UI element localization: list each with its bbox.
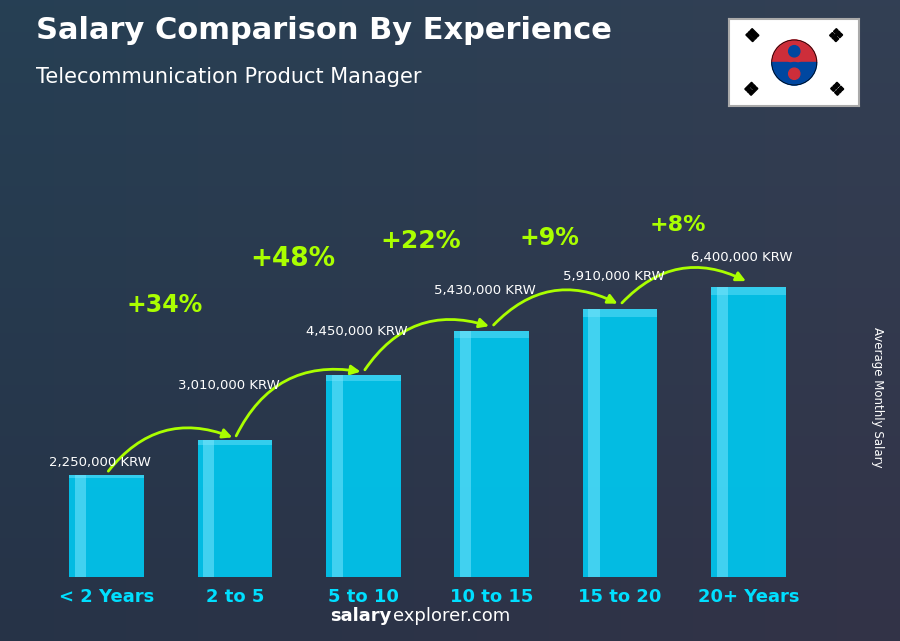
Bar <box>589 309 599 577</box>
Text: +8%: +8% <box>650 215 706 235</box>
Bar <box>711 287 786 577</box>
Wedge shape <box>772 62 816 85</box>
Bar <box>830 33 834 37</box>
Text: Telecommunication Product Manager: Telecommunication Product Manager <box>36 67 421 87</box>
Bar <box>833 85 838 89</box>
Bar <box>326 375 400 381</box>
Text: +22%: +22% <box>381 229 462 253</box>
Bar <box>838 33 842 38</box>
Bar <box>198 440 272 444</box>
Text: Salary Comparison By Experience: Salary Comparison By Experience <box>36 16 612 45</box>
Bar <box>69 475 144 577</box>
Bar <box>198 440 272 577</box>
Bar <box>839 86 843 90</box>
Bar <box>745 82 753 90</box>
Text: 4,450,000 KRW: 4,450,000 KRW <box>306 325 408 338</box>
Bar <box>748 31 757 39</box>
Bar <box>454 331 529 338</box>
Bar <box>332 375 343 577</box>
Bar <box>203 440 214 577</box>
Bar <box>833 29 838 33</box>
Bar <box>834 91 839 96</box>
Text: 5,430,000 KRW: 5,430,000 KRW <box>435 284 536 297</box>
Bar <box>835 82 840 87</box>
Text: explorer.com: explorer.com <box>393 607 510 625</box>
Circle shape <box>788 68 800 79</box>
Circle shape <box>783 40 806 62</box>
Text: salary: salary <box>330 607 392 625</box>
Text: 5,910,000 KRW: 5,910,000 KRW <box>562 270 664 283</box>
Text: 3,010,000 KRW: 3,010,000 KRW <box>177 379 279 392</box>
Bar <box>716 287 728 577</box>
Bar <box>747 88 752 93</box>
Circle shape <box>783 62 806 85</box>
Bar <box>583 309 657 317</box>
Text: 6,400,000 KRW: 6,400,000 KRW <box>691 251 793 265</box>
Bar <box>454 331 529 577</box>
Bar <box>751 85 755 89</box>
Text: +34%: +34% <box>126 293 202 317</box>
Bar <box>583 309 657 577</box>
Bar <box>832 31 841 39</box>
Bar <box>69 475 144 478</box>
Bar <box>75 475 86 577</box>
Bar <box>834 37 839 42</box>
Bar <box>751 29 759 37</box>
Bar <box>750 87 758 96</box>
Bar <box>746 33 754 42</box>
Circle shape <box>788 46 800 57</box>
Text: +9%: +9% <box>519 226 580 250</box>
Bar <box>326 375 400 577</box>
Text: 2,250,000 KRW: 2,250,000 KRW <box>50 456 151 469</box>
Bar <box>711 287 786 296</box>
Text: +48%: +48% <box>250 246 336 272</box>
Bar <box>460 331 472 577</box>
Text: Average Monthly Salary: Average Monthly Salary <box>871 327 884 468</box>
Bar <box>831 87 835 92</box>
Bar <box>837 88 842 93</box>
Wedge shape <box>772 40 816 62</box>
